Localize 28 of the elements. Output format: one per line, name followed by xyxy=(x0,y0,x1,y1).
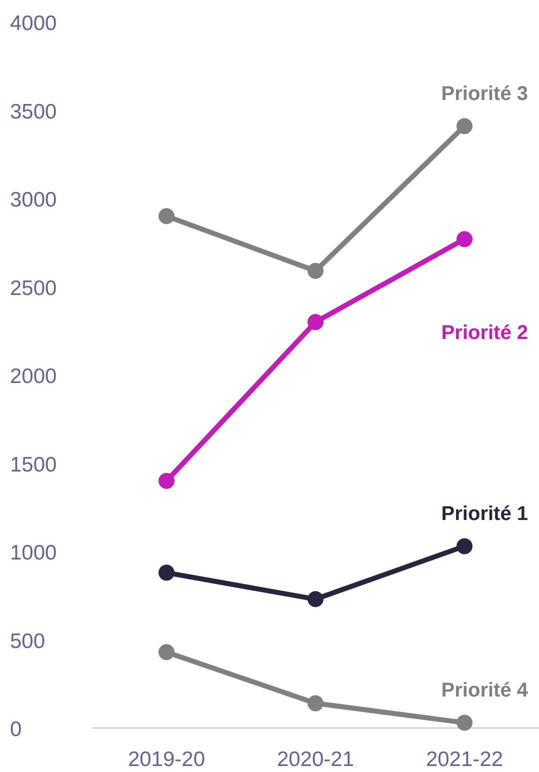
point xyxy=(308,695,324,712)
series-label: Priorité 4 xyxy=(441,680,529,702)
point xyxy=(158,564,174,581)
y-tick-label: 2500 xyxy=(10,276,57,300)
point xyxy=(308,591,324,608)
y-tick-label: 2000 xyxy=(10,365,57,388)
text: Priorité 2 xyxy=(441,322,528,344)
point xyxy=(158,644,174,660)
series-label: Priorité 3 xyxy=(441,83,528,106)
y-tick-label: 1000 xyxy=(10,542,57,564)
y-tick-label: 0 xyxy=(10,718,22,741)
point xyxy=(158,208,174,224)
point xyxy=(158,472,174,489)
point xyxy=(456,714,472,731)
point xyxy=(456,538,472,554)
y-tick-label: 4000 xyxy=(10,12,57,35)
y-tick-label: 1500 xyxy=(10,453,57,476)
y-tick-label: 3500 xyxy=(10,100,57,124)
series-label: Priorité 1 xyxy=(441,503,528,526)
point xyxy=(308,262,324,279)
point xyxy=(456,231,472,248)
x-tick-label: 2021-22 xyxy=(426,748,504,771)
point xyxy=(308,314,324,330)
y-tick-label: 3000 xyxy=(10,188,57,212)
x-tick-label: 2019-20 xyxy=(128,748,206,771)
point xyxy=(456,118,472,134)
y-tick-label: 500 xyxy=(10,630,46,653)
x-tick-label: 2020-21 xyxy=(276,748,354,771)
